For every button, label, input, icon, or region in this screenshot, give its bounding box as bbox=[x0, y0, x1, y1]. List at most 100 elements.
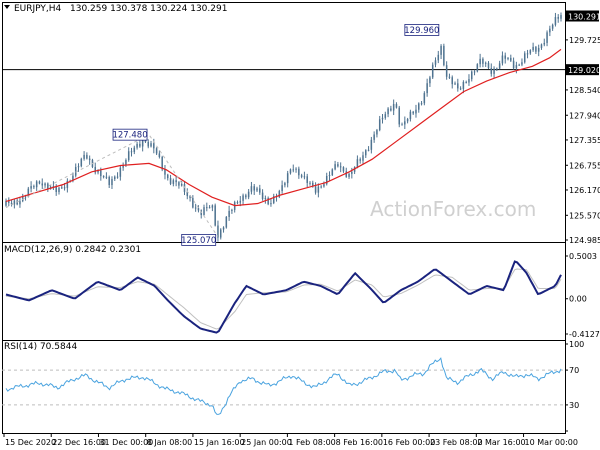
candle-body bbox=[114, 176, 116, 180]
candle-body bbox=[398, 107, 401, 125]
candle-body bbox=[498, 63, 501, 69]
candle-body bbox=[462, 81, 465, 89]
candle-body bbox=[245, 195, 247, 198]
candle-body bbox=[19, 201, 21, 205]
candle-body bbox=[309, 182, 311, 184]
candle-body bbox=[130, 151, 133, 153]
annotation-box bbox=[404, 24, 440, 36]
candle-body bbox=[8, 200, 10, 203]
candle-body bbox=[384, 114, 387, 118]
candle-body bbox=[153, 143, 155, 149]
candle-body bbox=[426, 83, 428, 94]
candle-body bbox=[47, 183, 49, 189]
candle-body bbox=[180, 184, 183, 186]
candle-body bbox=[284, 183, 286, 186]
candle-body bbox=[270, 203, 272, 205]
candle-body bbox=[334, 164, 336, 170]
candle-body bbox=[401, 124, 403, 126]
macd-tick-label: -0.4127 bbox=[569, 330, 600, 339]
candle-body bbox=[392, 104, 395, 111]
candle-body bbox=[521, 62, 523, 65]
candle-body bbox=[150, 143, 152, 147]
time-tick-label: 25 Jan 00:00 bbox=[241, 438, 292, 447]
candle-body bbox=[345, 171, 348, 177]
time-tick-label: 10 Mar 00:00 bbox=[525, 438, 578, 447]
candle-body bbox=[320, 186, 322, 188]
zigzag-guide bbox=[5, 134, 219, 237]
time-tick-label: 23 Feb 08:00 bbox=[430, 438, 482, 447]
candle-body bbox=[479, 58, 481, 65]
candle-body bbox=[482, 58, 484, 64]
time-tick-label: 15 Jan 16:00 bbox=[194, 438, 245, 447]
candle-body bbox=[33, 186, 35, 188]
time-tick-label: 16 Feb 00:00 bbox=[383, 438, 435, 447]
candle-body bbox=[390, 108, 392, 111]
macd-line bbox=[5, 260, 562, 334]
macd-tick-label: 0.00 bbox=[569, 295, 587, 304]
rsi-title: RSI(14) 70.5844 bbox=[4, 342, 77, 352]
candle-body bbox=[359, 159, 361, 161]
candle-body bbox=[111, 179, 113, 186]
candle-body bbox=[473, 71, 476, 73]
candle-body bbox=[272, 196, 275, 204]
candle-body bbox=[298, 168, 300, 176]
candle-body bbox=[83, 154, 85, 159]
candle-body bbox=[52, 186, 55, 188]
candle-body bbox=[58, 187, 60, 193]
candle-body bbox=[501, 55, 504, 64]
candle-body bbox=[155, 148, 158, 154]
candle-body bbox=[116, 176, 119, 178]
candle-body bbox=[61, 187, 63, 189]
candle-body bbox=[38, 181, 41, 184]
candle-body bbox=[44, 183, 46, 186]
candle-body bbox=[434, 60, 437, 65]
candle-body bbox=[133, 147, 136, 152]
candle-body bbox=[351, 171, 353, 174]
candle-body bbox=[431, 64, 434, 78]
candle-body bbox=[256, 188, 258, 191]
candle-body bbox=[510, 57, 512, 61]
candle-body bbox=[518, 64, 520, 66]
candle-body bbox=[250, 186, 253, 192]
candle-body bbox=[259, 188, 261, 193]
price-panel: 127.480 125.070 129.960 bbox=[2, 12, 565, 246]
candle-body bbox=[206, 207, 208, 209]
candle-body bbox=[169, 178, 172, 184]
price-tick-label: 124.985 bbox=[569, 236, 600, 245]
candle-body bbox=[535, 46, 537, 52]
macd-signal-line bbox=[5, 268, 562, 330]
candle-body bbox=[228, 210, 230, 217]
ohlc-label: 130.259 130.378 130.224 130.291 bbox=[70, 4, 227, 14]
candle-body bbox=[387, 108, 389, 115]
candle-body bbox=[356, 159, 359, 168]
candle-body bbox=[88, 158, 91, 160]
candle-body bbox=[77, 166, 80, 168]
candle-body bbox=[487, 62, 490, 69]
candle-body bbox=[406, 119, 409, 122]
price-tick-label: 126.170 bbox=[569, 186, 600, 195]
candle-body bbox=[490, 68, 493, 74]
axes: 130.291 129.725 129.020 128.540 127.940 127.3… bbox=[3, 10, 600, 447]
candle-body bbox=[440, 45, 442, 55]
candle-body bbox=[80, 158, 83, 167]
candle-body bbox=[523, 53, 526, 63]
macd-title: MACD(12,26,9) 0.2842 0.2301 bbox=[4, 245, 141, 255]
candle-body bbox=[13, 200, 16, 205]
chart-header: EURJPY,H4 130.259 130.378 130.224 130.29… bbox=[4, 4, 227, 14]
macd-header: MACD(12,26,9) 0.2842 0.2301 bbox=[4, 245, 141, 255]
candle-body bbox=[66, 180, 69, 188]
candle-body bbox=[236, 202, 239, 204]
triangle-down-icon[interactable] bbox=[4, 5, 10, 9]
candle-body bbox=[97, 170, 99, 173]
candle-body bbox=[286, 173, 289, 184]
rsi-frame bbox=[2, 340, 566, 434]
candle-body bbox=[214, 205, 216, 226]
candle-body bbox=[225, 216, 228, 228]
candle-body bbox=[493, 68, 495, 74]
candle-body bbox=[314, 186, 317, 193]
candle-body bbox=[404, 121, 406, 125]
candle-body bbox=[412, 111, 414, 114]
candle-body bbox=[147, 141, 149, 147]
candle-body bbox=[231, 209, 233, 211]
price-tick-label: 129.725 bbox=[569, 36, 600, 45]
